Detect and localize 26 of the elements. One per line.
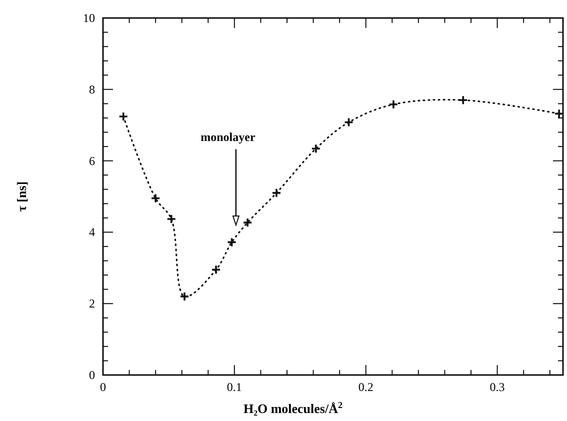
point — [554, 108, 564, 119]
point — [388, 99, 398, 110]
point — [118, 112, 128, 122]
y-tick-label: 2 — [89, 296, 95, 311]
x-tick-label: 0.2 — [358, 380, 374, 394]
x-tick-label: 0.3 — [490, 380, 505, 394]
point — [272, 188, 282, 198]
y-axis-title: τ [ns] — [14, 181, 29, 212]
point — [150, 193, 160, 204]
x-tick-label: 0.1 — [226, 380, 242, 394]
point — [311, 144, 321, 154]
point — [344, 117, 354, 128]
point — [211, 264, 221, 275]
y-tick-label: 0 — [89, 368, 95, 382]
point — [458, 95, 468, 106]
x-axis-title: H₂O molecules/Å$^{2}$ — [243, 400, 343, 416]
point — [180, 292, 190, 302]
y-tick-label: 10 — [83, 11, 95, 25]
point — [242, 218, 252, 228]
y-tick-label: 6 — [89, 154, 95, 168]
annotation: monolayer — [200, 130, 256, 144]
x-tick-label: 0 — [100, 380, 106, 394]
y-tick-label: 4 — [89, 225, 95, 240]
point — [166, 214, 176, 224]
y-tick-label: 8 — [89, 82, 95, 96]
point — [226, 237, 237, 248]
